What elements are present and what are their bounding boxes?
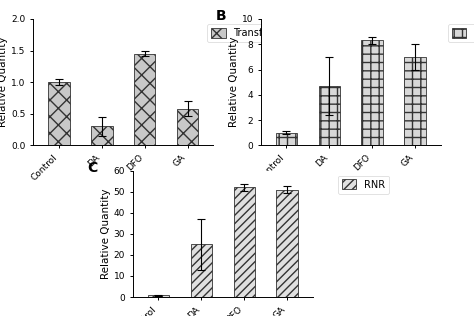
Bar [362, 40, 383, 145]
Bar [276, 190, 298, 297]
Legend: RNR: RNR [338, 175, 389, 193]
Y-axis label: Relative Quantity: Relative Quantity [0, 37, 9, 127]
Bar [177, 109, 198, 145]
Bar [148, 295, 169, 297]
Bar [276, 133, 297, 145]
Y-axis label: Relative Quantity: Relative Quantity [229, 37, 239, 127]
Bar [91, 126, 112, 145]
Text: B: B [216, 9, 226, 23]
Legend: Transferrin: Transferrin [207, 24, 290, 42]
Bar [404, 57, 426, 145]
Bar [191, 244, 212, 297]
Legend: Cyclin 2: Cyclin 2 [448, 24, 474, 42]
Y-axis label: Relative Quantity: Relative Quantity [101, 189, 111, 279]
Bar [48, 82, 70, 145]
Text: C: C [88, 161, 98, 174]
Bar [234, 187, 255, 297]
Bar [319, 86, 340, 145]
Bar [134, 54, 155, 145]
